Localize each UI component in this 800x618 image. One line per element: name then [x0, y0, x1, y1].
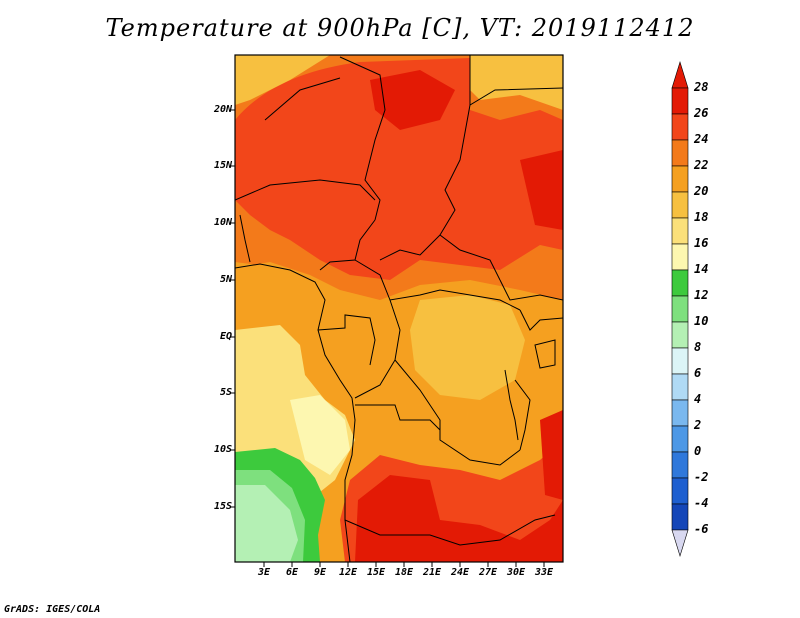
border-line-13 [514, 379, 531, 451]
colorbar-label-m2: -2 [694, 470, 709, 484]
colorbar-seg-10 [671, 321, 689, 349]
lat-label-15s: 15S [213, 501, 232, 512]
field-north-26 [235, 58, 563, 280]
colorbar-label-12: 12 [694, 288, 709, 302]
colorbar-over-triangle [671, 60, 689, 89]
border-line-3 [439, 104, 501, 281]
colorbar-label-22: 22 [694, 158, 709, 172]
colorbar-label-18: 18 [694, 210, 709, 224]
colorbar-seg-14 [671, 269, 689, 297]
lon-label-30e: 30E [506, 567, 526, 578]
colorbar-seg-4 [671, 399, 689, 427]
colorbar-seg-26 [671, 113, 689, 141]
colorbar-seg-16 [671, 243, 689, 271]
field-atlantic-16 [290, 395, 350, 475]
border-line-9 [394, 359, 521, 466]
colorbar-seg-22 [671, 165, 689, 193]
credit-text: GrADS: IGES/COLA [4, 604, 101, 615]
axis-ticks [230, 109, 545, 567]
lake-tanganyika [504, 369, 519, 441]
colorbar-label-10: 10 [694, 314, 709, 328]
lon-label-24e: 24E [450, 567, 470, 578]
border-line-16 [379, 234, 441, 261]
colorbar-seg-20 [671, 191, 689, 219]
colorbar-seg-18 [671, 217, 689, 245]
lon-label-21e: 21E [422, 567, 442, 578]
colorbar-label-16: 16 [694, 236, 709, 250]
border-line-15 [499, 279, 563, 301]
colorbar-label-14: 14 [694, 262, 709, 276]
colorbar-label-6: 6 [694, 366, 702, 380]
colorbar-label-8: 8 [694, 340, 702, 354]
lon-label-15e: 15E [366, 567, 386, 578]
border-line-17 [317, 314, 376, 366]
colorbar-seg-6 [671, 373, 689, 401]
temperature-field [235, 55, 563, 562]
field-atlantic-10 [235, 485, 298, 562]
border-line-12 [519, 309, 563, 331]
lon-label-6e: 6E [285, 567, 299, 578]
colorbar-under-triangle [671, 529, 689, 558]
colorbar-label-4: 4 [694, 392, 702, 406]
lat-label-10s: 10S [213, 444, 232, 455]
colorbar-label-m6: -6 [694, 522, 709, 536]
colorbar-label-28: 28 [694, 80, 709, 94]
lat-label-5n: 5N [219, 274, 232, 285]
coastline [235, 263, 356, 562]
colorbar-seg-28 [671, 87, 689, 115]
colorbar-seg-m2 [671, 477, 689, 505]
lon-label-18e: 18E [394, 567, 414, 578]
lon-label-9e: 9E [313, 567, 327, 578]
field-south-28 [355, 475, 563, 562]
lat-label-eq: EQ [219, 331, 232, 342]
border-line-14 [239, 214, 251, 263]
lat-label-5s: 5S [219, 387, 232, 398]
field-northeast-20 [470, 55, 563, 110]
colorbar-seg-8 [671, 347, 689, 375]
colorbar-label-0: 0 [694, 444, 702, 458]
lon-label-3e: 3E [257, 567, 271, 578]
colorbar-seg-2 [671, 425, 689, 453]
field-northeast-28 [520, 150, 563, 230]
lat-label-20n: 20N [213, 104, 232, 115]
lon-label-12e: 12E [338, 567, 358, 578]
map-title: Temperature at 900hPa [C], VT: 201911241… [105, 14, 695, 42]
field-southeast-28 [540, 410, 563, 500]
field-central-20 [410, 295, 525, 400]
field-north-28 [370, 70, 455, 130]
border-line-7 [354, 259, 521, 311]
map-frame [234, 54, 564, 563]
border-line-2 [469, 55, 563, 106]
colorbar-label-m4: -4 [694, 496, 709, 510]
lon-label-27e: 27E [478, 567, 498, 578]
colorbar-seg-0 [671, 451, 689, 479]
colorbar-label-24: 24 [694, 132, 709, 146]
lat-label-15n: 15N [213, 160, 232, 171]
country-borders [235, 55, 563, 562]
border-line-10 [355, 404, 441, 431]
colorbar-seg-12 [671, 295, 689, 323]
colorbar-seg-24 [671, 139, 689, 167]
border-line-1 [339, 56, 386, 221]
colorbar [671, 60, 689, 558]
border-line-5 [235, 179, 376, 201]
colorbar-seg-m4 [671, 503, 689, 531]
colorbar-label-26: 26 [694, 106, 709, 120]
lat-label-10n: 10N [213, 217, 232, 228]
lake-victoria [534, 339, 556, 369]
colorbar-label-2: 2 [694, 418, 702, 432]
border-line-4 [264, 77, 341, 121]
field-northwest-20 [235, 55, 330, 105]
border-line-11 [344, 514, 556, 546]
lon-label-33e: 33E [534, 567, 554, 578]
colorbar-label-20: 20 [694, 184, 709, 198]
